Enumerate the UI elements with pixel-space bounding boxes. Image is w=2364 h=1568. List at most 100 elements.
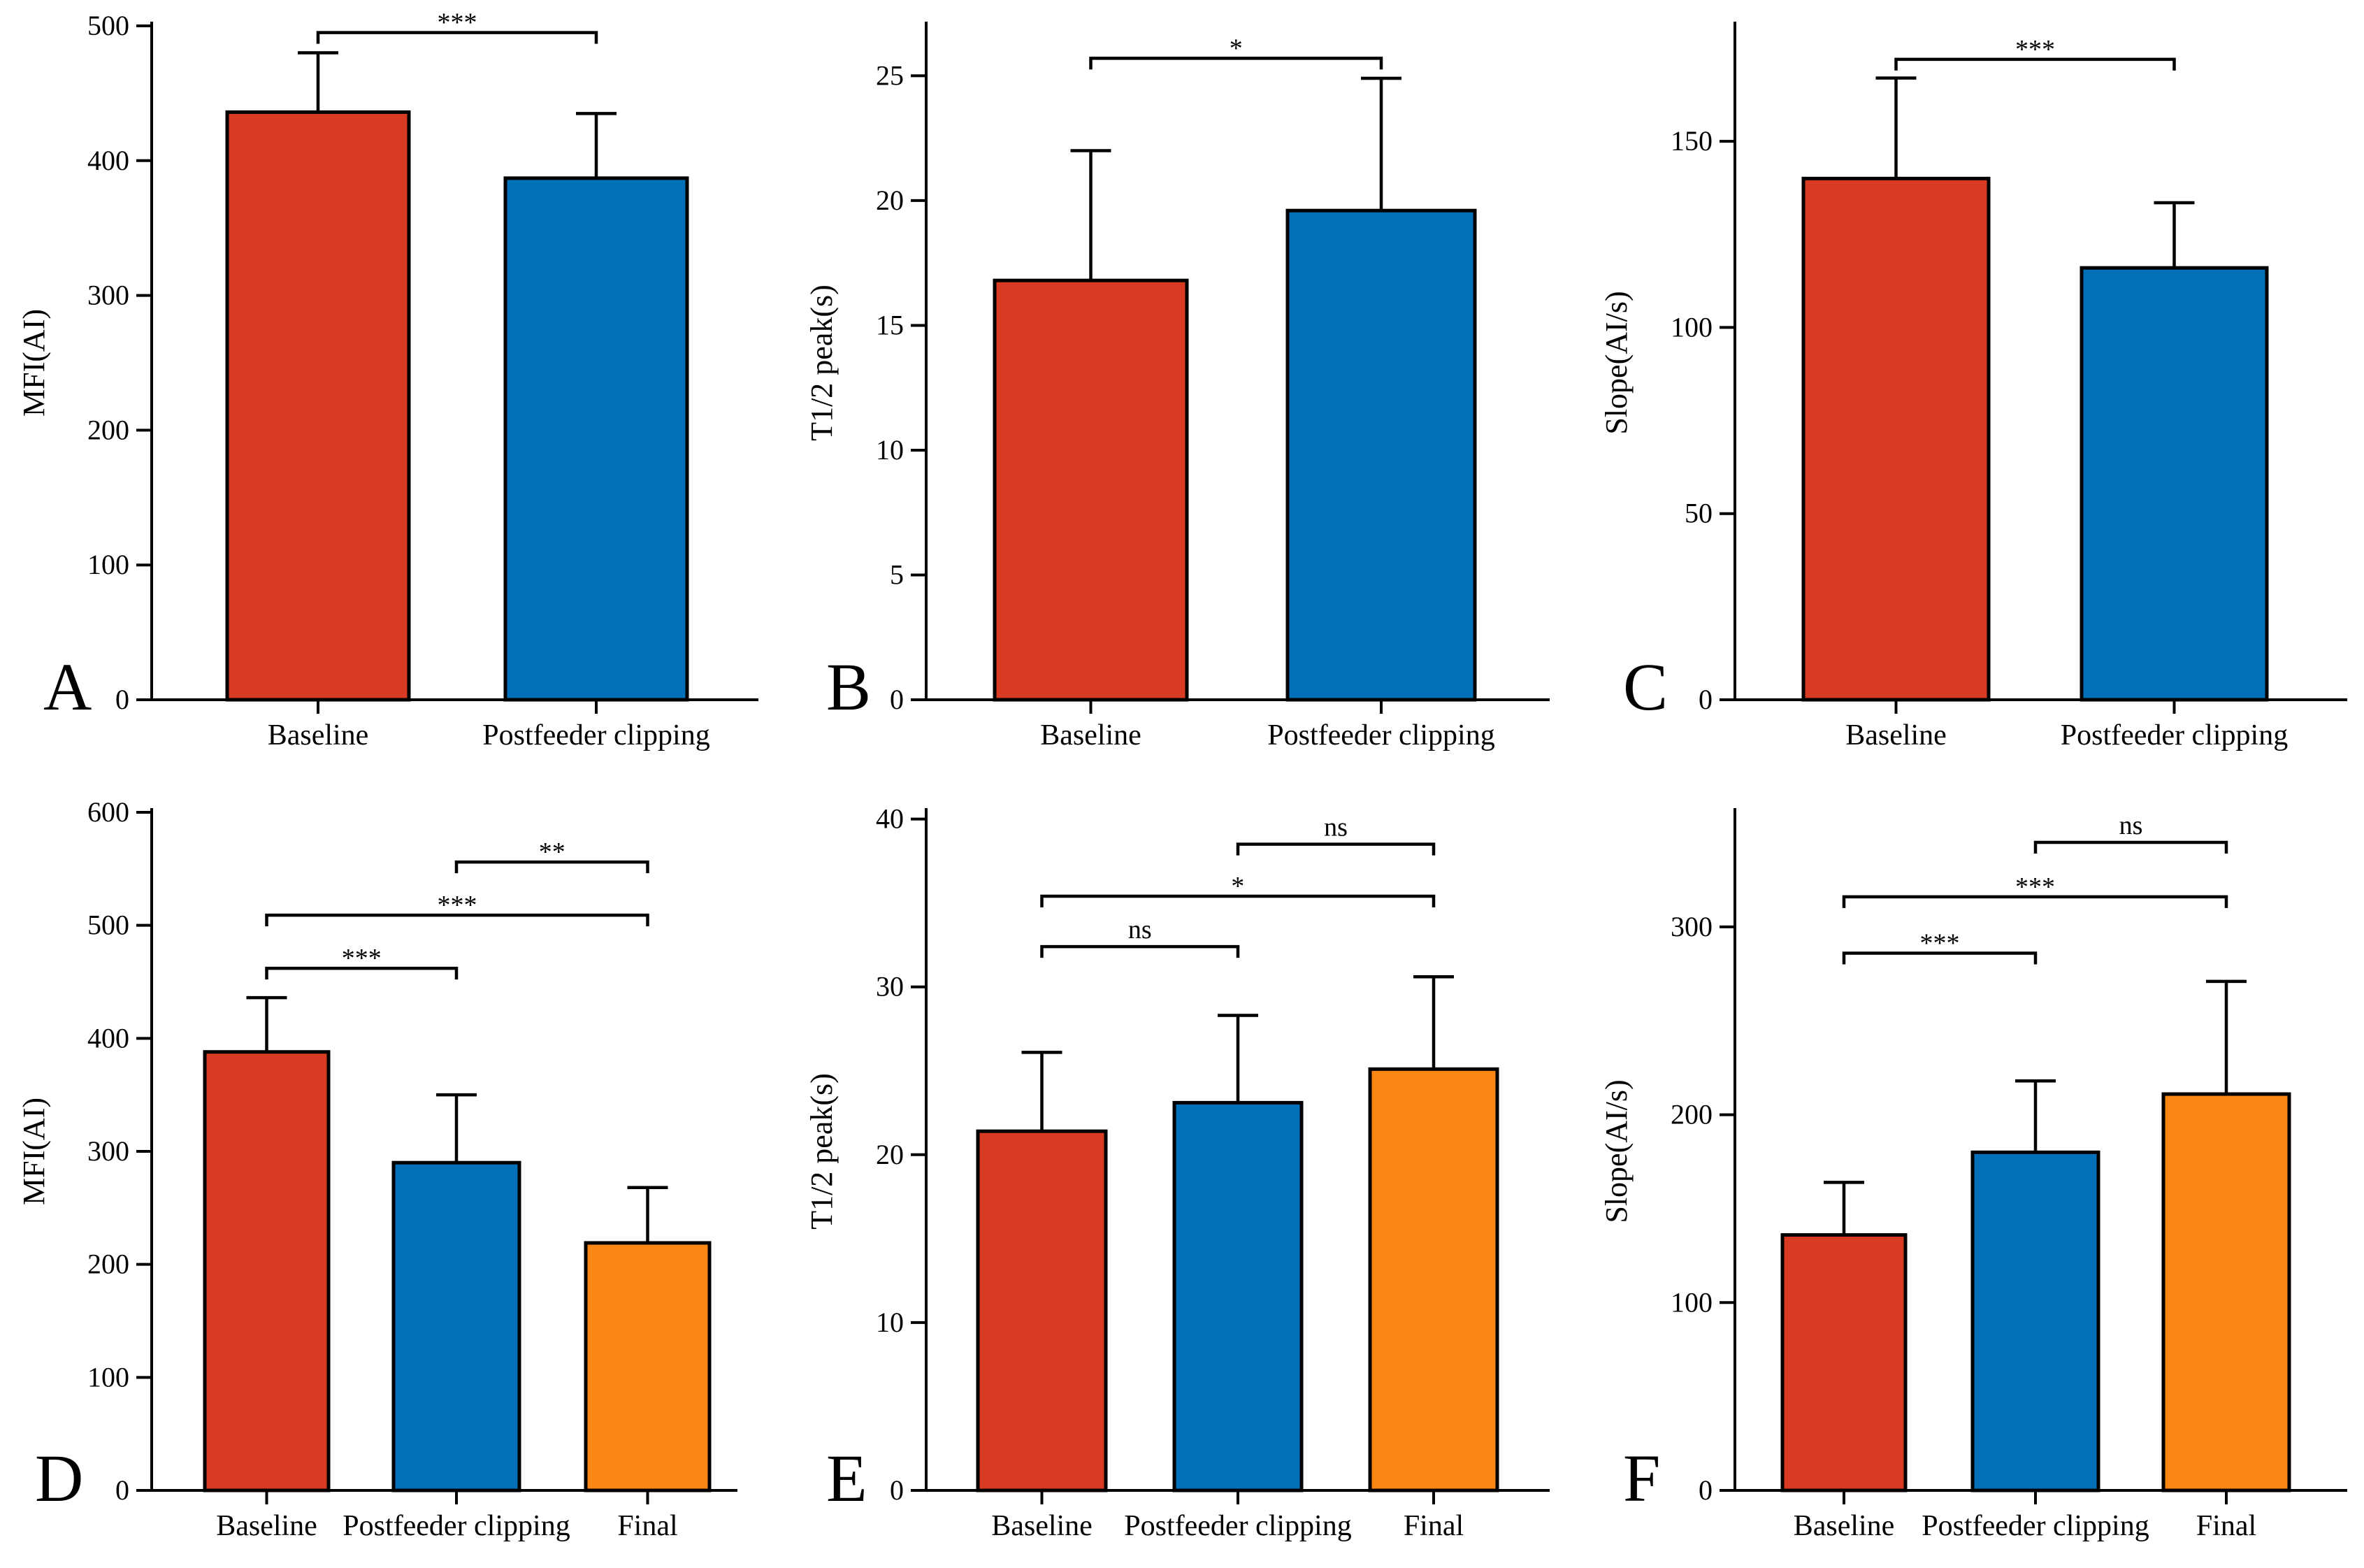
bar [503,176,689,702]
significance-label: * [1230,34,1243,63]
significance-label: ** [539,837,565,867]
y-tick-label: 300 [1671,911,1713,942]
significance-bracket [454,860,649,874]
x-category-label: Final [1404,1510,1464,1542]
x-category-label: Postfeeder clipping [343,1510,570,1542]
bar [225,110,411,702]
error-bar [1021,1051,1062,1132]
panel-letter: E [826,1441,867,1516]
bar [391,1160,521,1493]
bar [1172,1100,1304,1493]
bar [976,1129,1108,1493]
significance-bracket [1089,57,1383,70]
y-axis-label: MFI(AI) [17,309,51,417]
significance-label: *** [438,8,477,38]
y-tick-label: 5 [890,559,904,590]
x-category-label: Baseline [1040,719,1141,751]
error-bar [1413,975,1454,1070]
error-bar [2154,201,2195,268]
bar [993,278,1189,702]
y-axis-label: Slope(AI/s) [1599,291,1634,434]
y-tick-label: 200 [87,1249,129,1280]
bar [1801,176,1991,702]
y-tick-label: 600 [87,796,129,828]
significance-bracket [2033,840,2228,854]
y-tick-label: 20 [876,185,904,216]
x-category-label: Baseline [216,1510,317,1542]
bar [1970,1150,2100,1493]
significance-label: ns [2119,811,2143,840]
y-tick-label: 500 [87,909,129,941]
y-tick-label: 50 [1685,498,1713,529]
error-bar [1824,1181,1864,1235]
x-category-label: Postfeeder clipping [1124,1510,1351,1542]
significance-bracket [265,913,649,927]
x-category-label: Postfeeder clipping [2061,719,2288,751]
significance-bracket [265,966,459,980]
y-tick-label: 0 [890,1474,904,1506]
bar [1368,1067,1499,1493]
bar [1780,1233,1908,1493]
significance-bracket [1894,57,2176,71]
panel-c: 0 50 100 150 Baseline Postfeeder clipping Slop… [1599,22,2347,751]
y-tick-label: 300 [87,1135,129,1167]
error-bar [627,1186,668,1243]
x-category-label: Baseline [991,1510,1093,1542]
y-tick-label: 500 [87,10,129,41]
error-bar [1875,76,1917,179]
y-tick-label: 40 [876,803,904,835]
panel-letter: D [35,1441,83,1516]
bar [584,1241,712,1493]
significance-label: *** [2015,35,2055,64]
y-tick-label: 10 [876,1307,904,1338]
significance-bracket [1040,894,1436,908]
significance-label: * [1231,872,1244,901]
error-bar [2206,979,2247,1095]
panel-letter: C [1623,649,1668,724]
panel-letter: F [1623,1441,1660,1516]
x-category-label: Postfeeder clipping [1922,1510,2149,1542]
bar [203,1050,331,1493]
y-tick-label: 0 [115,1474,129,1506]
y-tick-label: 100 [1671,311,1713,343]
significance-label: ns [1128,915,1152,944]
y-tick-label: 25 [876,59,904,91]
y-tick-label: 30 [876,971,904,1002]
y-axis-label: MFI(AI) [17,1098,51,1205]
significance-label: *** [2015,872,2055,902]
x-category-label: Baseline [1845,719,1947,751]
significance-bracket [1236,842,1436,856]
y-tick-label: 300 [87,280,129,311]
error-bar [1218,1014,1258,1103]
y-tick-label: 10 [876,434,904,466]
y-tick-label: 0 [115,684,129,715]
panel-e: 0 10 20 30 40 Baseline Postfeeder clipping Fina… [805,803,1550,1542]
significance-bracket [1040,944,1240,958]
y-tick-label: 400 [87,1022,129,1053]
y-tick-label: 15 [876,309,904,340]
x-category-label: Final [2196,1510,2256,1542]
y-tick-label: 150 [1671,125,1713,157]
significance-bracket [1842,951,2038,965]
y-axis-label: T1/2 peak(s) [805,1073,839,1230]
panel-letter: A [43,649,92,724]
panel-f: 0 100 200 300 Baseline Postfeeder clipping Fin… [1599,808,2347,1542]
y-tick-label: 100 [87,549,129,580]
error-bar [246,995,287,1052]
significance-label: ns [1324,813,1348,842]
error-bar [576,112,617,178]
y-axis-label: Slope(AI/s) [1599,1079,1634,1223]
y-tick-label: 0 [890,684,904,715]
bar [2161,1092,2291,1493]
panel-a: 0 100 200 300 400 500 Baseline Postfeeder clipp… [17,8,758,751]
error-bar [298,51,338,113]
x-category-label: Baseline [1794,1510,1895,1542]
y-tick-label: 200 [87,414,129,445]
y-tick-label: 100 [1671,1286,1713,1318]
x-category-label: Postfeeder clipping [1267,719,1494,751]
y-tick-label: 100 [87,1361,129,1393]
significance-bracket [316,31,598,44]
error-bar [1361,76,1401,211]
significance-label: *** [342,944,382,973]
